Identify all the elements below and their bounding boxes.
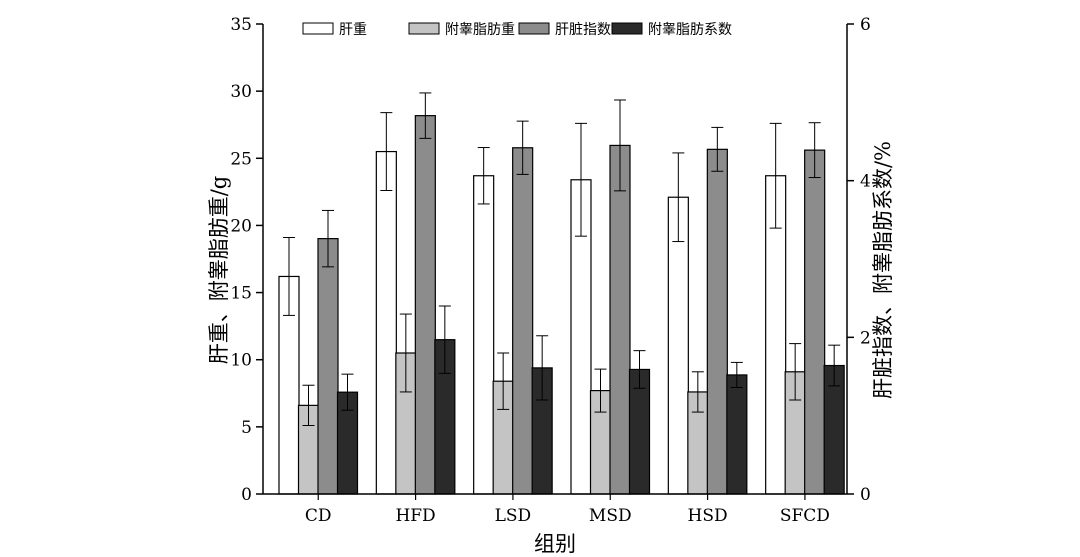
legend-label: 肝重: [339, 22, 367, 38]
left-tick-label: 25: [230, 149, 252, 169]
x-tick-label: MSD: [589, 506, 632, 526]
bar: [512, 147, 534, 495]
right-tick-label: 4: [860, 172, 871, 192]
axes-layer: [262, 24, 848, 495]
legend-swatch: [408, 22, 440, 35]
legend: 肝重 附睾脂肪重 肝脏指数 附睾脂肪系数: [302, 22, 732, 38]
left-tick-label: 5: [241, 418, 252, 438]
left-tick-label: 30: [230, 82, 252, 102]
bar: [804, 149, 826, 495]
ticks-layer: 0 5 10 15 20 25 30 35 0 2 4 6 CD HFD LSD MSD HSD SFCD: [230, 15, 870, 526]
y-axis-title-left: 肝重、附睾脂肪重/g: [207, 176, 231, 365]
bar: [609, 144, 631, 495]
bar: [726, 374, 748, 495]
legend-label: 附睾脂肪系数: [648, 22, 732, 38]
legend-swatch: [518, 22, 550, 35]
left-tick-label: 20: [230, 216, 252, 236]
x-tick-label: HFD: [395, 506, 435, 526]
legend-swatch: [611, 22, 643, 35]
x-tick-label: SFCD: [780, 506, 830, 526]
x-axis-title: 组别: [534, 532, 576, 556]
right-tick-label: 0: [860, 485, 871, 505]
bar: [414, 115, 436, 495]
right-tick-label: 6: [860, 15, 871, 35]
left-tick-label: 0: [241, 485, 252, 505]
y-axis-title-right: 肝脏指数、附睾脂肪系数/%: [871, 141, 895, 399]
x-tick-label: CD: [305, 506, 332, 526]
x-tick-label: LSD: [495, 506, 532, 526]
x-tick-label: HSD: [688, 506, 728, 526]
legend-swatch: [302, 22, 334, 35]
bar: [375, 150, 397, 495]
bar: [706, 148, 728, 495]
left-tick-label: 35: [230, 15, 252, 35]
right-tick-label: 2: [860, 328, 871, 348]
legend-label: 肝脏指数: [555, 22, 611, 38]
bar: [473, 175, 495, 495]
bars-layer: [278, 92, 845, 495]
legend-label: 附睾脂肪重: [445, 22, 515, 38]
left-tick-label: 15: [230, 284, 252, 304]
left-tick-label: 10: [230, 351, 252, 371]
bar: [317, 238, 339, 495]
